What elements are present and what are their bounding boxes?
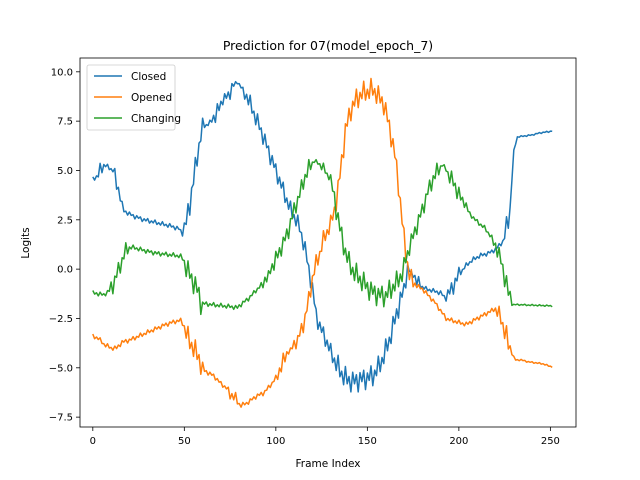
legend-box bbox=[86, 64, 176, 131]
x-tick-label: 100 bbox=[266, 436, 285, 447]
y-tick-label: −7.5 bbox=[49, 413, 73, 424]
legend-label-opened: Opened bbox=[131, 92, 172, 104]
y-tick-label: 7.5 bbox=[57, 117, 73, 128]
series-line-opened bbox=[92, 77, 553, 408]
x-axis-label: Frame Index bbox=[296, 458, 361, 470]
y-axis-label: Logits bbox=[20, 227, 32, 258]
x-tick-label: 150 bbox=[358, 436, 377, 447]
x-tick-label: 50 bbox=[178, 436, 191, 447]
y-tick-label: 10.0 bbox=[51, 67, 73, 78]
y-tick-label: 2.5 bbox=[57, 215, 73, 226]
y-tick-label: −2.5 bbox=[49, 314, 73, 325]
series-line-changing bbox=[92, 158, 553, 316]
legend-label-closed: Closed bbox=[131, 71, 166, 83]
y-axis: −7.5 −5.0 −2.5 0.0 2.5 5.0 7.5 10.0 bbox=[49, 67, 80, 424]
x-axis: 0 50 100 150 200 250 bbox=[90, 427, 560, 447]
x-tick-label: 200 bbox=[449, 436, 468, 447]
series-line-closed bbox=[92, 80, 553, 393]
y-tick-label: −5.0 bbox=[49, 363, 73, 374]
x-tick-label: 250 bbox=[541, 436, 560, 447]
x-tick-label: 0 bbox=[90, 436, 96, 447]
legend-label-changing: Changing bbox=[131, 113, 181, 125]
legend: Closed Opened Changing bbox=[86, 64, 181, 131]
y-tick-label: 0.0 bbox=[57, 265, 73, 276]
chart-title: Prediction for 07(model_epoch_7) bbox=[223, 38, 433, 53]
y-tick-label: 5.0 bbox=[57, 166, 73, 177]
series-layer bbox=[92, 77, 553, 408]
